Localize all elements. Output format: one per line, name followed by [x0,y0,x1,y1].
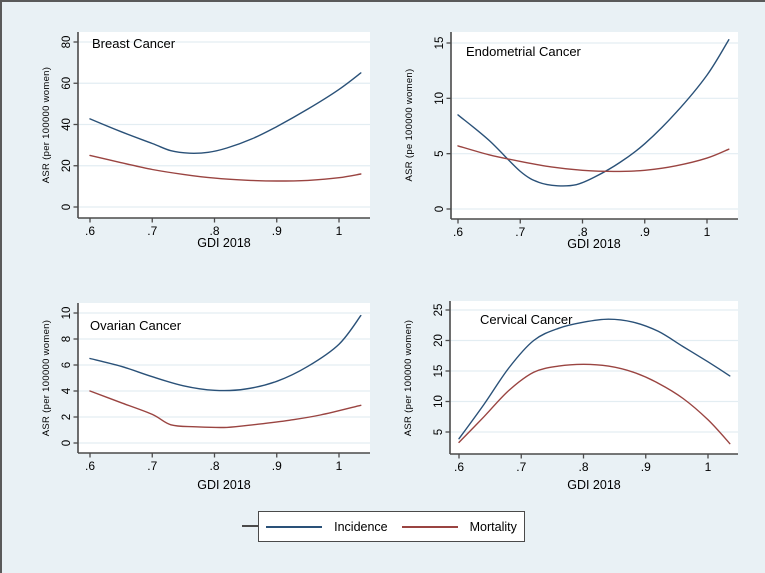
mortality-line-sample [401,525,458,528]
svg-text:1: 1 [336,224,343,238]
svg-text:1: 1 [336,459,343,473]
chart-breast-cancer: 0 20 40 60 80 .6 .7 .8 .9 1 Breast Cancer ASR (pe… [2,2,384,288]
svg-text:.6: .6 [85,224,95,238]
svg-text:80: 80 [61,36,73,49]
svg-text:8: 8 [61,336,73,342]
svg-text:10: 10 [433,395,445,408]
svg-text:.8: .8 [578,460,588,474]
svg-text:4: 4 [61,387,73,394]
svg-text:.7: .7 [516,460,526,474]
svg-text:5: 5 [433,429,445,435]
svg-text:0: 0 [61,440,73,446]
svg-text:.6: .6 [454,460,464,474]
svg-text:10: 10 [434,92,446,105]
svg-text:.6: .6 [453,225,463,239]
svg-text:.9: .9 [272,459,282,473]
legend-tick [242,525,258,527]
chart-title: Endometrial Cancer [466,44,581,59]
chart-ovarian-cancer: 0 2 4 6 8 10 .6 .7 .8 .9 1 Ovarian Cancer ASR (per… [2,288,384,518]
svg-text:.6: .6 [85,459,95,473]
legend: Incidence Mortality [258,511,525,542]
incidence-line-sample [266,525,323,528]
chart-title: Ovarian Cancer [90,318,182,333]
x-axis-label: GDI 2018 [567,237,621,251]
chart-title: Cervical Cancer [480,312,573,327]
svg-text:.7: .7 [147,224,157,238]
svg-text:15: 15 [433,365,445,378]
svg-text:.9: .9 [272,224,282,238]
y-axis-label: ASR (per 100000 women) [403,319,414,437]
svg-text:5: 5 [434,150,446,156]
chart-endometrial-cancer: 0 5 10 15 .6 .7 .8 .9 1 Endometrial Cancer ASR (… [384,2,765,288]
y-axis-label: ASR (per 100000 women) [41,66,52,184]
svg-text:.8: .8 [209,224,219,238]
legend-label: Incidence [334,519,388,534]
svg-text:60: 60 [61,77,73,90]
svg-text:6: 6 [61,362,73,368]
svg-text:20: 20 [61,159,73,172]
svg-text:40: 40 [61,118,73,131]
svg-text:2: 2 [61,414,73,420]
svg-text:.9: .9 [641,460,651,474]
endometrial-cancer-plot: 0 5 10 15 .6 .7 .8 .9 1 [434,32,738,239]
svg-text:.8: .8 [577,225,587,239]
ovarian-cancer-plot: 0 2 4 6 8 10 .6 .7 .8 .9 1 [61,303,370,473]
breast-cancer-plot: 0 20 40 60 80 .6 .7 .8 .9 1 [61,32,370,238]
svg-text:.7: .7 [147,459,157,473]
svg-text:0: 0 [61,204,73,210]
svg-text:1: 1 [704,225,711,239]
svg-text:.9: .9 [640,225,650,239]
y-axis-label: ASR (per 100000 women) [41,319,52,437]
svg-text:25: 25 [433,304,445,317]
legend-item-mortality: Mortality [401,519,517,534]
y-axis-label: ASR (pe 100000 women) [404,68,415,182]
svg-text:0: 0 [434,206,446,212]
legend-item-incidence: Incidence [266,520,388,534]
x-axis-label: GDI 2018 [567,478,621,492]
cervical-cancer-plot: 5 10 15 20 25 .6 .7 .8 .9 1 [433,301,738,474]
svg-text:1: 1 [705,460,712,474]
x-axis-label: GDI 2018 [197,236,251,250]
svg-text:15: 15 [434,37,446,50]
x-axis-label: GDI 2018 [197,478,251,492]
svg-text:20: 20 [433,334,445,347]
svg-text:.8: .8 [209,459,219,473]
chart-cervical-cancer: 5 10 15 20 25 .6 .7 .8 .9 1 Cervical Cancer ASR (… [384,288,765,518]
chart-title: Breast Cancer [92,36,176,51]
svg-text:.7: .7 [515,225,525,239]
svg-text:10: 10 [61,307,73,320]
legend-label: Mortality [469,519,517,534]
